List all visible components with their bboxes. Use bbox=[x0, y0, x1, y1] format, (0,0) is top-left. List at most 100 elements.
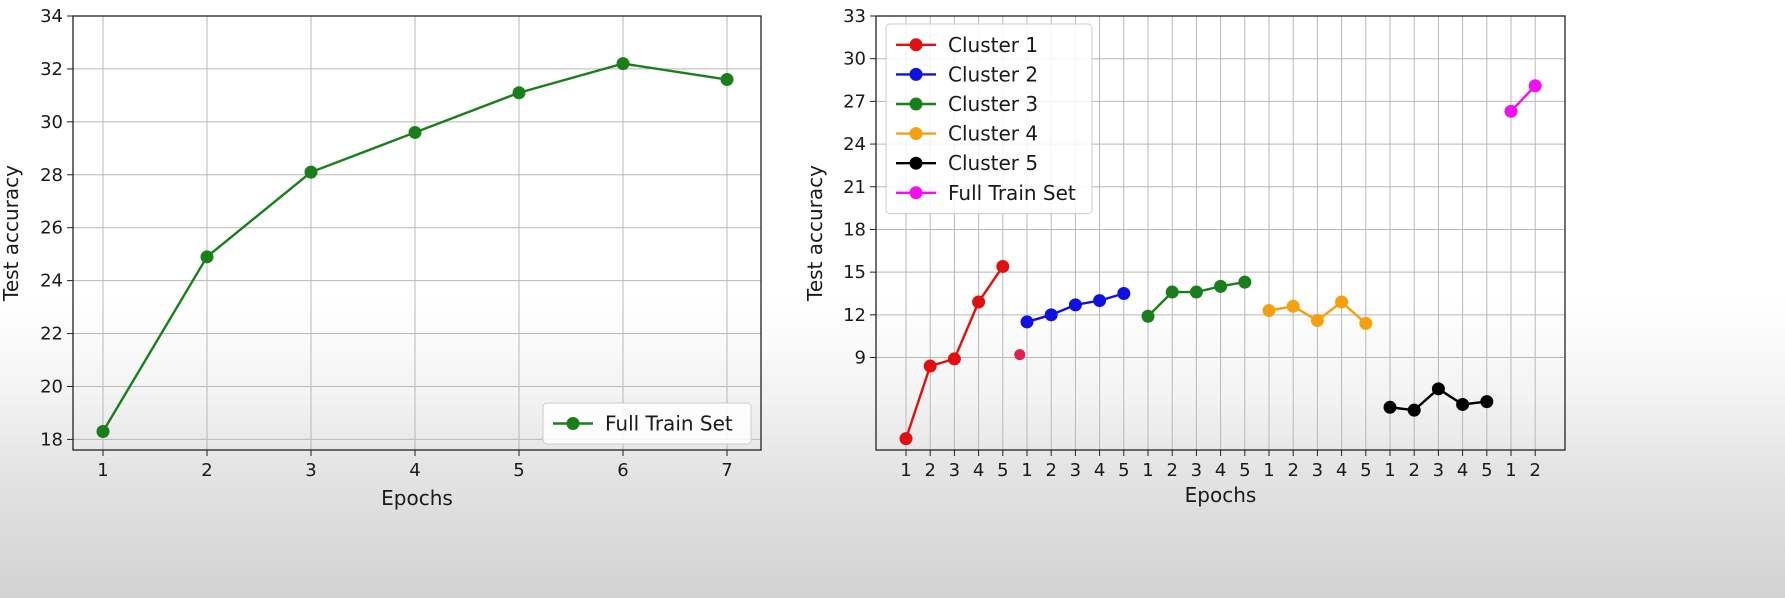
y-tick-label: 12 bbox=[843, 305, 866, 326]
legend-swatch-marker bbox=[909, 97, 923, 111]
y-tick-label: 15 bbox=[843, 262, 866, 283]
legend-label: Cluster 4 bbox=[948, 122, 1038, 146]
x-tick-label: 5 bbox=[1360, 460, 1371, 481]
x-axis-title: Epochs bbox=[1185, 483, 1257, 507]
x-tick-label: 5 bbox=[1239, 460, 1250, 481]
legend-label: Cluster 2 bbox=[948, 62, 1038, 86]
x-tick-label: 5 bbox=[1118, 460, 1129, 481]
legend-label: Cluster 5 bbox=[948, 151, 1038, 175]
data-point-full-train-set bbox=[1528, 79, 1542, 93]
series-cluster-5 bbox=[1383, 382, 1494, 417]
data-point-cluster-4 bbox=[1335, 295, 1349, 309]
chart-right: 1 2 3 4 5 1 2 3 4 5 1 2 3 4 5 1 2 3 4 5 1 2 3 4 5 1 29121518212427… bbox=[803, 6, 1566, 507]
x-tick-label: 2 bbox=[1166, 460, 1177, 481]
data-point-full-train-set bbox=[616, 57, 630, 71]
legend-swatch-marker bbox=[909, 186, 923, 200]
x-tick-label: 5 bbox=[997, 460, 1008, 481]
x-tick-label: 3 bbox=[1070, 460, 1081, 481]
y-tick-label: 30 bbox=[40, 112, 63, 133]
data-point-cluster-4 bbox=[1359, 316, 1373, 330]
x-tick-label: 6 bbox=[617, 460, 628, 481]
series-cluster-4 bbox=[1262, 295, 1373, 330]
x-tick-label: 3 bbox=[1433, 460, 1444, 481]
series-layer bbox=[899, 79, 1542, 446]
legend-item-cluster-5: Cluster 5 bbox=[896, 151, 1038, 175]
x-tick-label: 2 bbox=[201, 460, 212, 481]
legend-label: Cluster 3 bbox=[948, 92, 1038, 116]
x-tick-label: 1 bbox=[97, 460, 108, 481]
data-point-cluster-3 bbox=[1214, 279, 1228, 293]
stray-data-point bbox=[1014, 349, 1026, 361]
x-tick-label: 2 bbox=[1529, 460, 1540, 481]
data-point-cluster-3 bbox=[1165, 285, 1179, 299]
x-tick-label: 2 bbox=[1045, 460, 1056, 481]
y-axis-title: Test accuracy bbox=[803, 165, 827, 302]
data-point-cluster-3 bbox=[1189, 285, 1203, 299]
data-point-full-train-set bbox=[408, 125, 422, 139]
data-point-cluster-2 bbox=[1020, 315, 1034, 329]
y-tick-label: 24 bbox=[843, 134, 866, 155]
x-tick-label: 3 bbox=[949, 460, 960, 481]
y-tick-label: 32 bbox=[40, 59, 63, 80]
x-tick-label: 3 bbox=[305, 460, 316, 481]
legend-swatch-marker bbox=[909, 127, 923, 141]
legend-label: Cluster 1 bbox=[948, 33, 1038, 57]
legend-swatch-marker bbox=[909, 38, 923, 52]
y-tick-label: 26 bbox=[40, 218, 63, 239]
y-tick-label: 18 bbox=[843, 219, 866, 240]
y-tick-label: 9 bbox=[855, 348, 866, 369]
data-point-cluster-1 bbox=[996, 259, 1010, 273]
series-cluster-2 bbox=[1020, 286, 1131, 329]
data-point-cluster-4 bbox=[1286, 299, 1300, 313]
legend-item-cluster-3: Cluster 3 bbox=[896, 92, 1038, 116]
data-point-cluster-1 bbox=[899, 432, 913, 446]
legend: Cluster 1 Cluster 2 Cluster 3 Cluster 4 Clus… bbox=[885, 23, 1093, 215]
x-tick-label: 4 bbox=[409, 460, 420, 481]
x-tick-label: 1 bbox=[900, 460, 911, 481]
x-tick-label: 1 bbox=[1263, 460, 1274, 481]
y-tick-label: 24 bbox=[40, 271, 63, 292]
plot-frame bbox=[72, 15, 762, 451]
data-point-cluster-5 bbox=[1480, 395, 1494, 409]
data-point-cluster-1 bbox=[972, 295, 986, 309]
x-tick-label: 7 bbox=[721, 460, 732, 481]
x-tick-label: 4 bbox=[973, 460, 984, 481]
x-tick-label: 1 bbox=[1384, 460, 1395, 481]
y-tick-label: 21 bbox=[843, 177, 866, 198]
legend-swatch-marker bbox=[909, 67, 923, 81]
y-tick-label: 33 bbox=[843, 6, 866, 27]
x-tick-label: 2 bbox=[1408, 460, 1419, 481]
y-tick-label: 30 bbox=[843, 49, 866, 70]
y-tick-label: 27 bbox=[843, 91, 866, 112]
x-tick-label: 4 bbox=[1094, 460, 1105, 481]
series-cluster-3 bbox=[1141, 275, 1252, 323]
y-tick-label: 28 bbox=[40, 165, 63, 186]
data-point-cluster-2 bbox=[1093, 294, 1107, 308]
x-tick-label: 4 bbox=[1457, 460, 1468, 481]
x-tick-label: 2 bbox=[1287, 460, 1298, 481]
legend-item-cluster-4: Cluster 4 bbox=[896, 122, 1038, 146]
legend-box bbox=[885, 23, 1093, 215]
legend-item-full-train-set: Full Train Set bbox=[553, 412, 733, 436]
x-tick-label: 1 bbox=[1021, 460, 1032, 481]
data-point-cluster-4 bbox=[1310, 314, 1324, 328]
x-tick-label: 5 bbox=[1481, 460, 1492, 481]
series-cluster-1 bbox=[899, 259, 1010, 446]
data-point-full-train-set bbox=[96, 424, 110, 438]
data-point-cluster-5 bbox=[1431, 382, 1445, 396]
data-point-cluster-4 bbox=[1262, 304, 1276, 318]
y-tick-label: 34 bbox=[40, 6, 63, 27]
x-tick-label: 1 bbox=[1142, 460, 1153, 481]
x-tick-label: 3 bbox=[1312, 460, 1323, 481]
data-point-full-train-set bbox=[200, 250, 214, 264]
legend-swatch-marker bbox=[909, 156, 923, 170]
x-tick-label: 2 bbox=[924, 460, 935, 481]
y-tick-label: 20 bbox=[40, 376, 63, 397]
data-point-full-train-set bbox=[1504, 104, 1518, 118]
x-tick-label: 5 bbox=[513, 460, 524, 481]
data-point-full-train-set bbox=[720, 73, 734, 87]
x-tick-label: 4 bbox=[1215, 460, 1226, 481]
legend-item-cluster-2: Cluster 2 bbox=[896, 62, 1038, 86]
